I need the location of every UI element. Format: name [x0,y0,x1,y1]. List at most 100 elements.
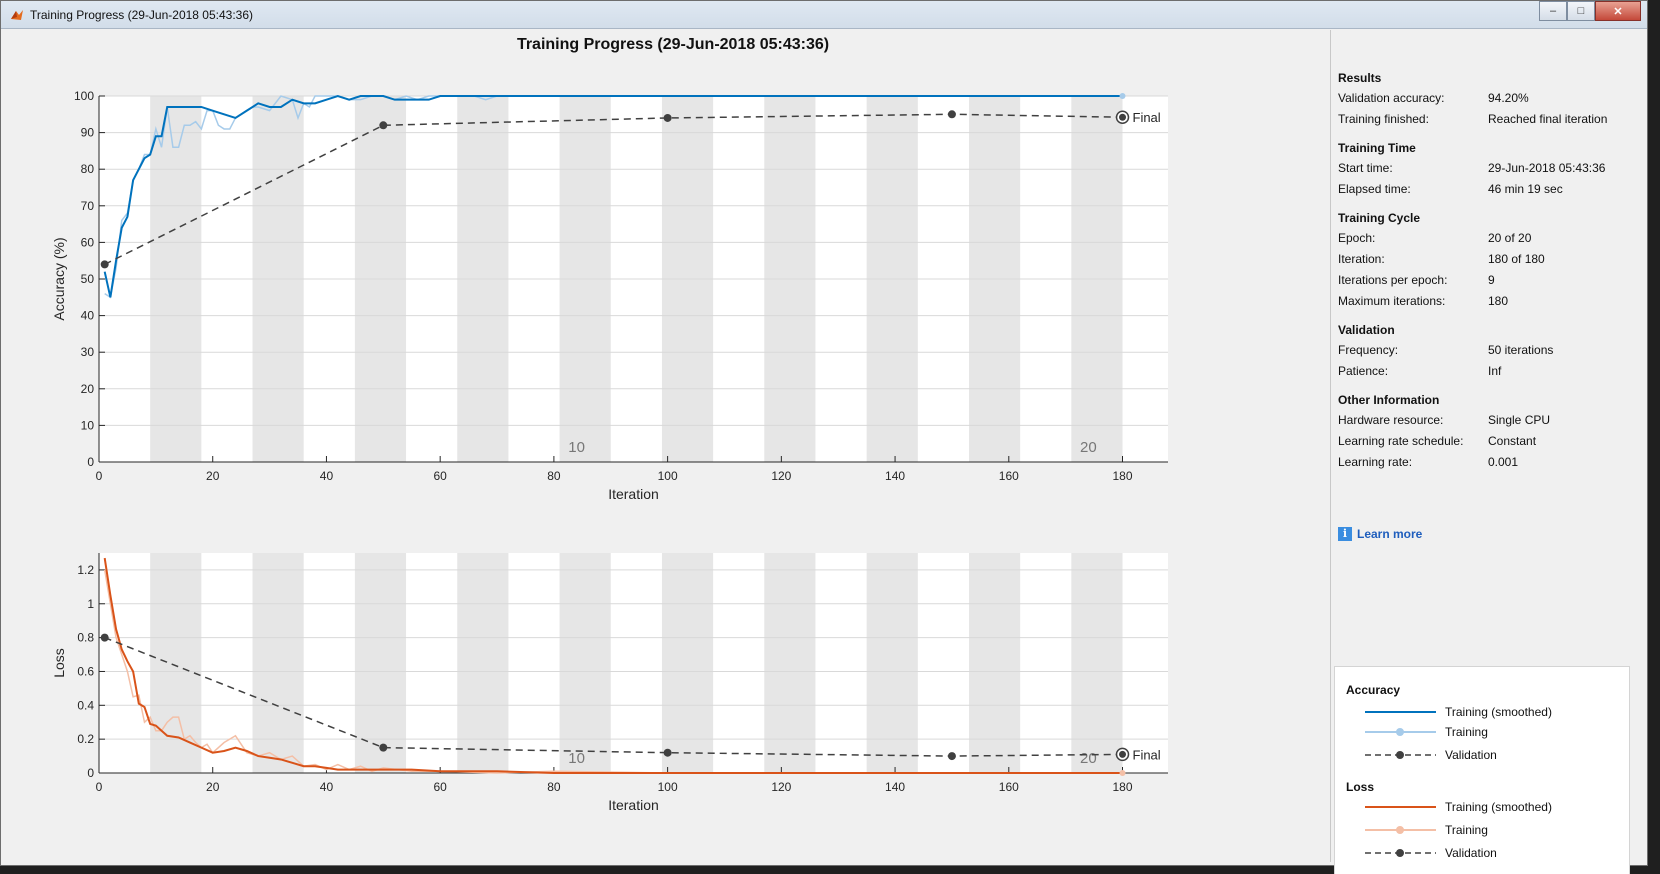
info-row: Iteration: 180 of 180 [1338,249,1638,270]
loss-x-tick-label: 120 [771,780,791,794]
loss-epoch-band [457,553,509,773]
info-key: Iteration: [1338,252,1385,266]
close-button[interactable]: ✕ [1595,1,1641,21]
acc-x-tick-label: 120 [771,469,791,483]
acc-x-tick-label: 40 [320,469,334,483]
info-value: Inf [1488,364,1502,378]
learn-more-link[interactable]: i Learn more [1338,527,1422,541]
title-bar[interactable]: Training Progress (29-Jun-2018 05:43:36)… [1,1,1647,29]
acc-y-tick-label: 100 [74,89,94,103]
acc-y-tick-label: 40 [81,309,95,323]
acc-x-tick-label: 80 [547,469,561,483]
info-panel: Results Validation accuracy: 94.20% Trainin… [1338,60,1638,473]
info-value: 9 [1488,273,1495,287]
legend-panel: Accuracy Training (smoothed) Training Va… [1334,666,1630,874]
info-key: Maximum iterations: [1338,294,1446,308]
loss-y-tick-label: 0 [87,766,94,780]
info-row: Patience: Inf [1338,361,1638,382]
loss-x-tick-label: 180 [1112,780,1132,794]
loss-x-tick-label: 100 [658,780,678,794]
info-row: Hardware resource: Single CPU [1338,410,1638,431]
info-row: Iterations per epoch: 9 [1338,270,1638,291]
loss-final-label: Final [1133,747,1161,762]
acc-final-label: Final [1133,110,1161,125]
info-key: Iterations per epoch: [1338,273,1448,287]
acc-validation-point [379,121,388,130]
loss-validation-point [379,743,388,752]
loss-x-axis-label: Iteration [608,797,659,813]
acc-training-smoothed-line [103,94,1123,298]
acc-x-tick-label: 0 [96,469,103,483]
info-key: Epoch: [1338,231,1376,245]
legend-loss-smoothed-label: Training (smoothed) [1445,800,1552,814]
acc-validation-final-point [1119,113,1127,121]
info-section-title: Results [1338,71,1382,85]
loss-y-tick-label: 0.6 [77,664,94,678]
loss-x-tick-label: 20 [206,780,220,794]
loss-epoch-band [866,553,918,773]
info-key: Learning rate schedule: [1338,434,1464,448]
loss-epoch-label: 20 [1080,750,1097,767]
acc-validation-point [947,110,956,119]
acc-training-final-point [1119,93,1126,99]
maximize-button[interactable]: □ [1567,1,1595,21]
acc-validation-line [104,113,1123,266]
info-value: 94.20% [1488,91,1529,105]
info-row: Start time: 29-Jun-2018 05:43:36 [1338,158,1638,179]
info-value: 0.001 [1488,455,1519,469]
info-key: Learning rate: [1338,455,1413,469]
acc-x-tick-label: 140 [885,469,905,483]
info-row: Epoch: 20 of 20 [1338,228,1638,249]
info-value: 180 of 180 [1488,252,1545,266]
acc-y-tick-label: 30 [81,345,95,359]
acc-x-tick-label: 160 [999,469,1019,483]
info-row: Training finished: Reached final iteratio… [1338,109,1638,130]
matlab-logo-icon [11,10,23,20]
minimize-button[interactable]: – [1539,1,1567,21]
acc-y-tick-label: 90 [81,126,95,140]
info-section-title: Training Cycle [1338,211,1421,225]
loss-epoch-band [354,553,407,773]
info-icon: i [1338,527,1352,541]
acc-y-tick-label: 60 [81,235,95,249]
acc-x-tick-label: 180 [1112,469,1132,483]
loss-x-tick-label: 60 [433,780,447,794]
acc-y-axis-label: Accuracy (%) [51,237,67,320]
info-section-title: Validation [1338,323,1395,337]
info-section-title: Other Information [1338,393,1440,407]
loss-x-tick-label: 140 [885,780,905,794]
legend-loss-title: Loss [1346,780,1375,794]
acc-y-tick-label: 50 [81,272,95,286]
info-value: 180 [1488,294,1509,308]
info-row: Validation accuracy: 94.20% [1338,88,1638,109]
acc-y-tick-label: 80 [81,162,95,176]
info-key: Hardware resource: [1338,413,1444,427]
acc-x-tick-label: 20 [206,469,220,483]
info-key: Frequency: [1338,343,1399,357]
content-area: Training Progress (29-Jun-2018 05:43:36)… [8,30,1643,874]
info-row: Elapsed time: 46 min 19 sec [1338,179,1638,200]
acc-y-tick-label: 70 [81,199,95,213]
info-value: 20 of 20 [1488,231,1532,245]
info-value: 29-Jun-2018 05:43:36 [1488,161,1606,175]
info-key: Start time: [1338,161,1393,175]
loss-epoch-band [1071,553,1123,773]
legend-loss-validation-label: Validation [1445,846,1497,860]
acc-y-tick-label: 20 [81,382,95,396]
loss-validation-point [663,748,672,757]
legend-accuracy-title: Accuracy [1346,683,1401,697]
loss-validation-point [947,752,956,761]
info-key: Elapsed time: [1338,182,1411,196]
info-section-title: Training Time [1338,141,1416,155]
info-key: Patience: [1338,364,1389,378]
acc-validation-point [663,113,672,122]
window-title: Training Progress (29-Jun-2018 05:43:36) [30,8,254,22]
panel-divider [1330,30,1331,862]
loss-epoch-band [764,553,816,773]
loss-epoch-label: 10 [568,750,585,767]
legend-swatches [1365,711,1436,857]
loss-validation-point [100,633,109,642]
charts-canvas: 10 20 0 20 40 60 80 100 120 140 160 180 0 10 20 30 40 50 6… [51,89,1168,813]
acc-epoch-label: 10 [568,439,585,456]
page-title: Training Progress (29-Jun-2018 05:43:36) [516,36,830,53]
